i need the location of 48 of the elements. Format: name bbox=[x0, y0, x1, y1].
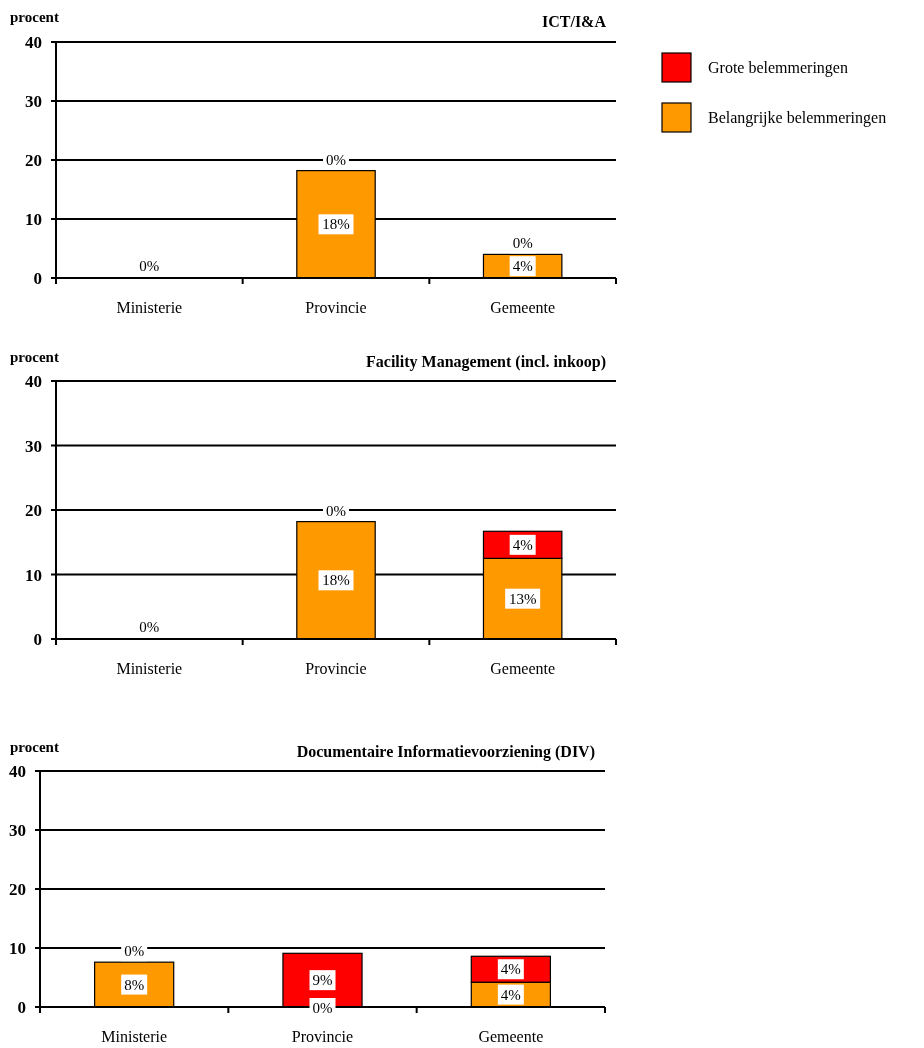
data-label: 4% bbox=[500, 961, 521, 978]
data-label: 4% bbox=[512, 258, 533, 275]
y-tick-label: 10 bbox=[25, 565, 42, 585]
y-tick-label: 0 bbox=[33, 269, 42, 288]
y-tick-label: 40 bbox=[9, 762, 26, 781]
legend-label: Belangrijke belemmeringen bbox=[708, 109, 887, 127]
y-tick-label: 10 bbox=[25, 210, 42, 229]
y-tick-label: 40 bbox=[25, 372, 42, 391]
x-tick-label: Gemeente bbox=[490, 660, 556, 677]
x-tick-label: Ministerie bbox=[116, 660, 183, 677]
y-tick-label: 30 bbox=[25, 436, 42, 456]
data-label: 0% bbox=[326, 151, 346, 168]
y-tick-label: 30 bbox=[25, 92, 42, 111]
data-label: 0% bbox=[326, 502, 346, 519]
y-axis-title: procent bbox=[10, 349, 59, 365]
data-label: 0% bbox=[124, 943, 145, 960]
data-label: 9% bbox=[312, 972, 333, 989]
y-tick-label: 20 bbox=[9, 880, 26, 899]
x-tick-label: Provincie bbox=[291, 1028, 354, 1045]
x-tick-label: Gemeente bbox=[478, 1028, 544, 1045]
y-tick-label: 0 bbox=[17, 998, 26, 1017]
y-tick-label: 20 bbox=[25, 501, 42, 520]
data-label: 18% bbox=[322, 572, 350, 589]
data-label: 0% bbox=[312, 1000, 333, 1016]
legend-label: Grote belemmeringen bbox=[708, 59, 848, 77]
data-label: 0% bbox=[139, 258, 160, 274]
y-tick-label: 30 bbox=[9, 821, 26, 840]
chart-title: Documentaire Informatievoorziening (DIV) bbox=[296, 743, 595, 761]
data-label: 4% bbox=[512, 536, 533, 553]
data-label: 4% bbox=[500, 986, 521, 1003]
y-tick-label: 20 bbox=[25, 151, 42, 170]
x-tick-label: Gemeente bbox=[490, 299, 556, 316]
x-tick-label: Ministerie bbox=[101, 1028, 168, 1045]
x-tick-label: Provincie bbox=[305, 299, 367, 316]
data-label: 18% bbox=[322, 216, 350, 233]
y-tick-label: 10 bbox=[9, 939, 26, 958]
y-axis-title: procent bbox=[10, 9, 59, 25]
data-label: 13% bbox=[508, 590, 537, 607]
y-tick-label: 0 bbox=[33, 630, 42, 649]
y-tick-label: 40 bbox=[25, 33, 42, 52]
data-label: 0% bbox=[512, 235, 533, 252]
data-label: 8% bbox=[124, 976, 145, 993]
chart-title: ICT/I&A bbox=[541, 13, 607, 30]
y-axis-title: procent bbox=[10, 739, 59, 755]
x-tick-label: Ministerie bbox=[116, 299, 183, 316]
chart-title: Facility Management (incl. inkoop) bbox=[366, 353, 606, 371]
data-label: 0% bbox=[139, 619, 160, 635]
x-tick-label: Provincie bbox=[305, 660, 367, 677]
